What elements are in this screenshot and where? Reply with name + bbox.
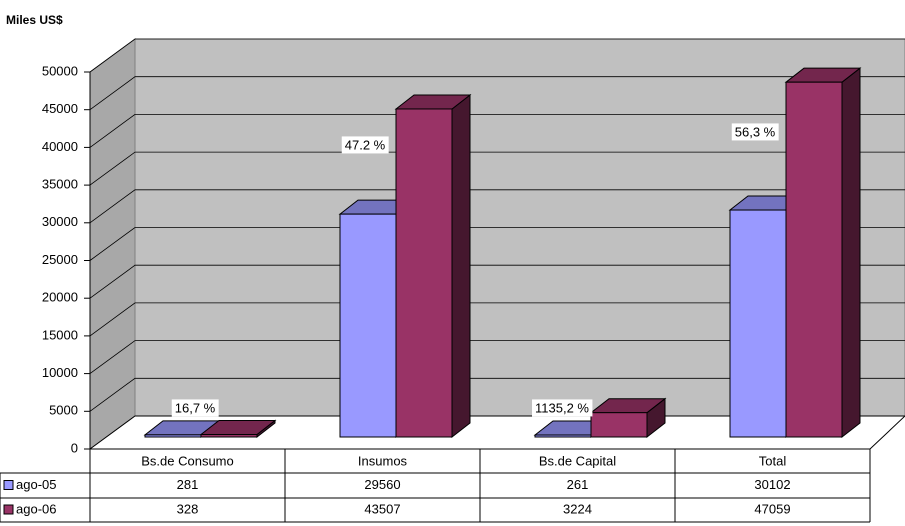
- x-tick-label: Bs.de Capital: [539, 453, 616, 468]
- grid-line: [89, 76, 905, 111]
- grid-line: [89, 264, 905, 299]
- table-value: 3224: [563, 501, 592, 516]
- x-tick-label: Total: [759, 453, 787, 468]
- legend-label: ago-06: [16, 501, 56, 516]
- y-tick-label: 40000: [42, 139, 78, 154]
- grid-line: [89, 151, 905, 186]
- annotation-box: [171, 399, 219, 417]
- bar-side: [451, 93, 471, 439]
- grid-line: [89, 227, 905, 261]
- grid-line: [89, 340, 905, 374]
- table-value: 43507: [364, 501, 400, 516]
- grid-line: [89, 377, 905, 412]
- bar: [395, 108, 453, 438]
- bar: [144, 434, 202, 438]
- y-tick-label: 35000: [42, 177, 78, 192]
- y-axis-title: Miles US$: [6, 13, 63, 27]
- table-value: 29560: [364, 477, 400, 492]
- y-tick-label: 20000: [42, 290, 78, 305]
- y-tick-label: 25000: [42, 252, 78, 267]
- annotation: 1135,2 %: [535, 400, 589, 415]
- x-tick-label: Insumos: [358, 453, 408, 468]
- y-tick-label: 5000: [49, 403, 78, 418]
- annotation: 56,3 %: [735, 124, 776, 139]
- annotation: 47.2 %: [345, 137, 386, 152]
- bar: [590, 412, 648, 438]
- annotation-box: [532, 399, 593, 417]
- table-value: 281: [177, 477, 199, 492]
- annotation-box: [731, 123, 779, 141]
- bar: [200, 434, 258, 438]
- table-value: 328: [177, 501, 199, 516]
- y-tick-label: 30000: [42, 214, 78, 229]
- annotation: 16,7 %: [175, 400, 216, 415]
- y-tick-label: 45000: [42, 101, 78, 116]
- grid-line: [89, 114, 905, 148]
- bar: [729, 209, 787, 438]
- table-value: 47059: [754, 501, 790, 516]
- table-value: 261: [567, 477, 589, 492]
- bar-side: [841, 67, 861, 439]
- grid-line: [89, 302, 905, 337]
- x-tick-label: Bs.de Consumo: [141, 453, 234, 468]
- grid-line: [89, 38, 905, 73]
- bar: [785, 81, 843, 438]
- grid-line: [89, 189, 905, 224]
- legend-swatch: [3, 504, 14, 515]
- y-tick-label: 0: [71, 440, 78, 455]
- bar: [534, 434, 592, 438]
- legend-label: ago-05: [16, 477, 56, 492]
- legend-swatch: [3, 480, 14, 490]
- y-tick-label: 50000: [42, 63, 78, 78]
- y-tick-label: 15000: [42, 327, 78, 342]
- table-value: 30102: [754, 477, 790, 492]
- bar: [339, 213, 397, 438]
- y-tick-label: 10000: [42, 365, 78, 380]
- annotation-box: [341, 136, 389, 154]
